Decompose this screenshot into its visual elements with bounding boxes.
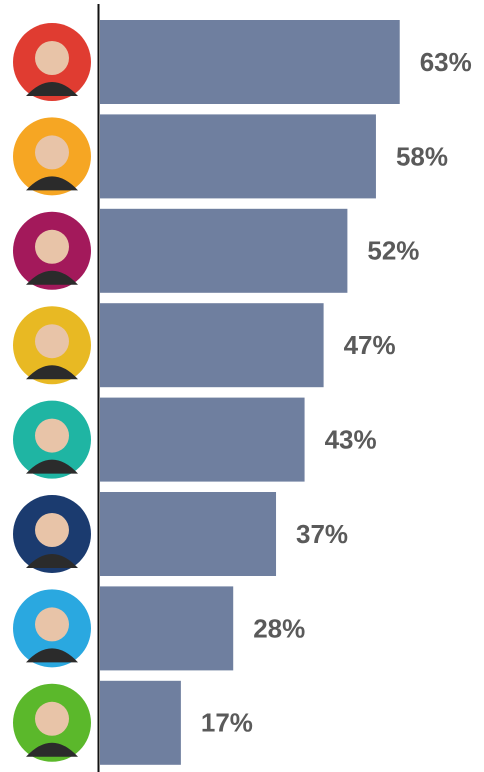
avatar-face <box>35 41 69 75</box>
bar <box>100 681 181 765</box>
bar <box>100 586 233 670</box>
value-label: 63% <box>420 47 472 77</box>
bar <box>100 303 324 387</box>
value-label: 17% <box>201 708 253 738</box>
value-label: 28% <box>253 613 305 643</box>
avatar-face <box>35 702 69 736</box>
value-label: 47% <box>344 330 396 360</box>
value-label: 43% <box>325 424 377 454</box>
avatar-face <box>35 135 69 169</box>
value-label: 52% <box>367 236 419 266</box>
bar <box>100 398 305 482</box>
avatar-face <box>35 607 69 641</box>
bar <box>100 492 276 576</box>
value-label: 58% <box>396 141 448 171</box>
avatar-face <box>35 419 69 453</box>
bar <box>100 114 376 198</box>
bar <box>100 209 347 293</box>
value-label: 37% <box>296 519 348 549</box>
avatar-face <box>35 324 69 358</box>
chart: 63% 58% 52% 47% 43% 37% 28% 17% <box>0 0 484 772</box>
bar <box>100 20 400 104</box>
avatar-face <box>35 230 69 264</box>
avatar-face <box>35 513 69 547</box>
